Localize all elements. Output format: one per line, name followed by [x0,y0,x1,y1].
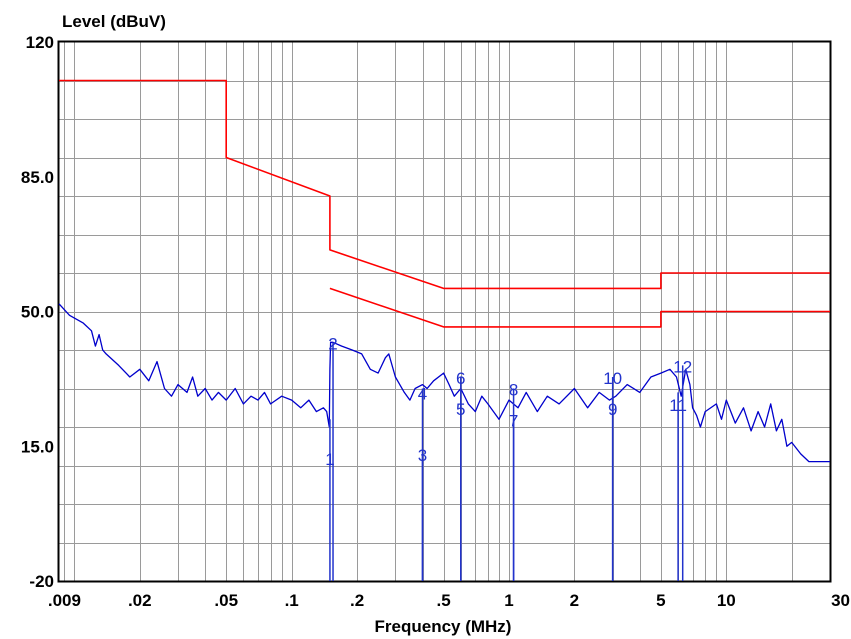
y-tick-labels: 120 85.0 50.0 15.0 -20 [21,33,54,591]
x-tick-label: 30 [831,591,850,610]
marker-8-label: 8 [509,381,518,400]
marker-1-label: 1 [325,450,334,469]
x-tick-label: .5 [436,591,450,610]
limit-line-2 [329,287,830,328]
x-tick-label: .05 [214,591,238,610]
x-tick-label: 5 [656,591,665,610]
y-tick-label: 15.0 [21,437,54,456]
y-tick-label: 50.0 [21,303,54,322]
x-tick-label: 2 [570,591,579,610]
x-tick-labels: .009 .02 .05 .1 .2 .5 1 2 5 10 30 [48,591,850,610]
marker-6-label: 6 [456,369,465,388]
x-tick-label: 1 [504,591,513,610]
x-axis-label: Frequency (MHz) [375,617,512,636]
x-tick-label: .02 [128,591,152,610]
x-tick-label: .2 [350,591,364,610]
marker-10-label: 10 [603,369,622,388]
limit-line-1 [59,79,830,290]
measured-trace-line [58,303,830,463]
plot-frame [57,40,832,583]
marker-2-label: 2 [328,334,337,353]
y-axis-label: Level (dBuV) [62,12,166,31]
marker-11-label: 11 [669,396,687,415]
y-tick-label: -20 [29,572,54,591]
y-tick-label: 85.0 [21,168,54,187]
series-layer [58,79,830,463]
marker-4-label: 4 [418,384,427,403]
x-tick-label: .009 [48,591,81,610]
x-tick-label: 10 [717,591,736,610]
marker-layer: 123456789101112 [325,334,692,581]
marker-12-label: 12 [673,357,692,376]
y-tick-label: 120 [26,33,54,52]
x-tick-label: .1 [285,591,299,610]
